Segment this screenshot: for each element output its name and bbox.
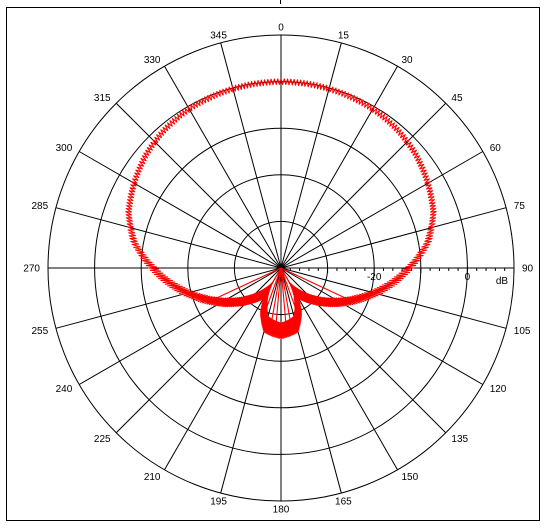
radial-unit-label: dB	[496, 276, 509, 287]
angle-tick-label: 135	[451, 434, 468, 445]
radial-labels: -20 0	[367, 272, 471, 283]
angle-tick-label: 60	[490, 143, 502, 154]
grid-spoke-75	[280, 207, 507, 269]
angle-tick-label: 150	[402, 472, 419, 483]
angle-tick-label: 75	[514, 201, 526, 212]
grid-spoke-300	[78, 151, 282, 269]
angle-tick-label: 120	[490, 384, 507, 395]
grid-spoke-315	[115, 102, 282, 269]
angle-tick-label: 330	[144, 55, 161, 66]
angle-tick-label: 90	[522, 264, 534, 275]
angle-tick-label: 300	[56, 143, 73, 154]
series-layer	[125, 78, 437, 340]
angle-tick-label: 30	[402, 55, 414, 66]
grid-spoke-15	[280, 42, 342, 269]
angle-tick-label: 270	[23, 264, 40, 275]
angle-tick-label: 285	[32, 201, 49, 212]
grid-spoke-150	[280, 267, 398, 471]
grid-spoke-255	[55, 267, 282, 329]
grid-spoke-105	[280, 267, 507, 329]
angle-tick-label: 195	[210, 496, 227, 507]
radial-axis	[280, 268, 515, 273]
radial-tick-label: -20	[367, 272, 382, 283]
grid-spoke-285	[55, 207, 282, 269]
grid-spoke-195	[220, 267, 282, 494]
angle-tick-label: 255	[32, 326, 49, 337]
angle-tick-label: 240	[56, 384, 73, 395]
angle-tick-label: 45	[451, 93, 463, 104]
grid-spoke-165	[280, 267, 342, 494]
top-tick-mark	[280, 0, 281, 4]
angle-tick-label: 315	[94, 93, 111, 104]
grid-spoke-210	[164, 267, 282, 471]
grid-spokes	[48, 35, 514, 501]
angle-tick-label: 345	[210, 31, 227, 42]
angle-tick-label: 15	[338, 31, 350, 42]
angle-tick-label: 225	[94, 434, 111, 445]
grid-spoke-240	[78, 267, 282, 385]
angle-labels: 0 15 30 45 60 75 90 105 120 135 150 165 180 195 210 225…	[23, 23, 533, 516]
angle-tick-label: 105	[514, 326, 531, 337]
series-trace-0	[125, 78, 437, 340]
radial-tick-label: 0	[465, 272, 471, 283]
grid-spoke-330	[164, 65, 282, 269]
grid-spoke-120	[280, 267, 484, 385]
grid-spoke-60	[280, 151, 484, 269]
angle-tick-label: 0	[278, 23, 284, 34]
angle-tick-label: 210	[144, 472, 161, 483]
angle-tick-label: 165	[335, 496, 352, 507]
grid-spoke-345	[220, 42, 282, 269]
grid-spoke-45	[280, 102, 447, 269]
angle-tick-label: 180	[273, 505, 290, 516]
grid-spoke-30	[280, 65, 398, 269]
